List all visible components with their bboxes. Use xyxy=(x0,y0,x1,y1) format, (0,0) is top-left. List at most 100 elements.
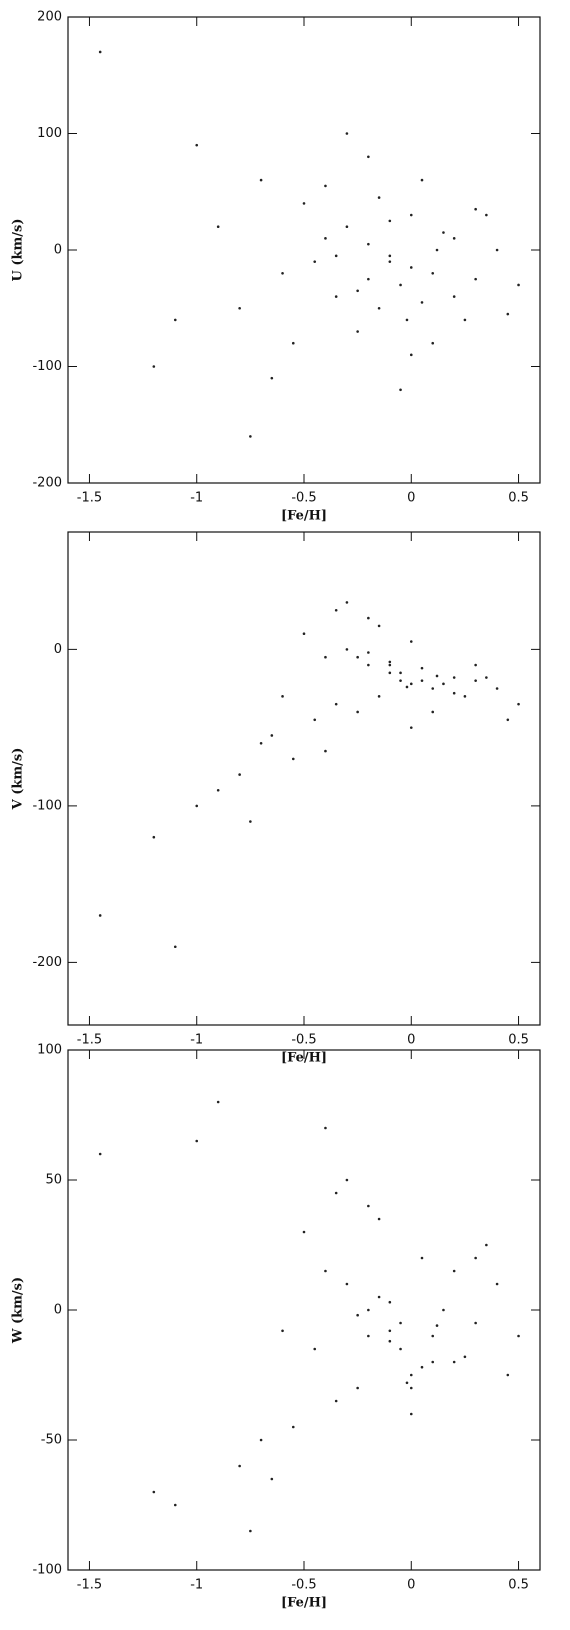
point xyxy=(452,1269,456,1273)
x-tick-label: -1 xyxy=(190,1578,203,1593)
y-tick-label: -200 xyxy=(32,476,62,491)
point xyxy=(377,306,381,310)
point xyxy=(367,663,370,667)
point xyxy=(388,254,392,258)
point xyxy=(474,207,477,211)
point xyxy=(485,213,488,217)
point xyxy=(270,376,274,380)
point xyxy=(324,1269,327,1273)
point xyxy=(195,1139,199,1143)
point xyxy=(452,691,456,695)
point xyxy=(388,1329,392,1333)
point xyxy=(367,155,370,159)
x-tick-label: -0.5 xyxy=(291,1033,316,1048)
point xyxy=(420,1256,424,1260)
point xyxy=(291,1425,295,1429)
point xyxy=(474,277,477,281)
y-axis-label: W (km/s) xyxy=(11,1277,26,1344)
point xyxy=(195,804,199,808)
point xyxy=(442,682,445,686)
point xyxy=(334,295,338,298)
point xyxy=(452,237,456,240)
point xyxy=(345,225,349,228)
point xyxy=(313,1347,317,1351)
point xyxy=(506,718,510,722)
point xyxy=(495,248,499,252)
point xyxy=(356,1386,359,1390)
point xyxy=(367,1204,370,1208)
point xyxy=(506,1373,510,1377)
point xyxy=(420,666,424,670)
point xyxy=(270,1477,274,1481)
point xyxy=(388,219,392,223)
point xyxy=(98,1152,102,1156)
point xyxy=(506,312,510,316)
point xyxy=(291,341,295,345)
point xyxy=(238,1464,241,1468)
point xyxy=(334,1191,338,1195)
point xyxy=(405,318,409,322)
x-tick-label: 0.5 xyxy=(508,1033,529,1048)
x-axis-label: [Fe/H] xyxy=(281,509,327,524)
y-axis-label: U (km/s) xyxy=(11,219,26,282)
point xyxy=(367,242,370,246)
point xyxy=(302,1230,306,1234)
y-tick-label: -100 xyxy=(32,798,62,813)
point xyxy=(409,1412,413,1416)
point xyxy=(388,663,392,667)
point xyxy=(409,1373,413,1377)
point xyxy=(259,741,263,745)
point xyxy=(216,225,220,228)
point xyxy=(313,718,317,722)
point xyxy=(377,1295,381,1299)
x-tick-label: -0.5 xyxy=(291,1578,316,1593)
point xyxy=(291,757,295,761)
point xyxy=(216,1100,220,1104)
x-tick-label: -1.5 xyxy=(77,491,102,506)
y-tick-label: 100 xyxy=(37,126,62,141)
y-tick-label: 0 xyxy=(54,243,62,258)
point xyxy=(173,318,177,322)
y-tick-label: -50 xyxy=(41,1433,62,1448)
point xyxy=(388,1300,392,1304)
point xyxy=(345,1178,349,1182)
point xyxy=(474,1321,477,1325)
point xyxy=(345,1282,349,1286)
point xyxy=(409,266,413,269)
point xyxy=(313,260,317,263)
point xyxy=(249,820,252,823)
point xyxy=(420,679,424,682)
point xyxy=(420,301,424,304)
point xyxy=(409,213,413,217)
point xyxy=(485,1243,488,1247)
y-tick-label: 50 xyxy=(45,1173,62,1188)
point xyxy=(474,663,477,667)
point xyxy=(409,353,413,357)
point xyxy=(399,283,402,287)
point xyxy=(420,1365,424,1369)
point xyxy=(98,914,102,917)
point xyxy=(399,1321,402,1325)
point xyxy=(388,1339,392,1343)
point xyxy=(345,132,349,135)
point xyxy=(474,1256,477,1260)
point xyxy=(356,710,359,714)
point xyxy=(474,679,477,682)
x-tick-label: 0 xyxy=(407,1578,415,1593)
point xyxy=(435,1324,439,1327)
point xyxy=(452,1360,456,1364)
point xyxy=(324,749,327,753)
x-tick-label: 0 xyxy=(407,491,415,506)
point xyxy=(367,616,370,620)
point xyxy=(377,624,381,628)
point xyxy=(238,773,241,776)
point xyxy=(388,671,392,675)
point xyxy=(377,196,381,199)
point xyxy=(356,1313,359,1317)
point xyxy=(377,1217,381,1221)
y-tick-label: -100 xyxy=(32,1563,62,1578)
point xyxy=(463,695,467,698)
point xyxy=(98,50,102,54)
